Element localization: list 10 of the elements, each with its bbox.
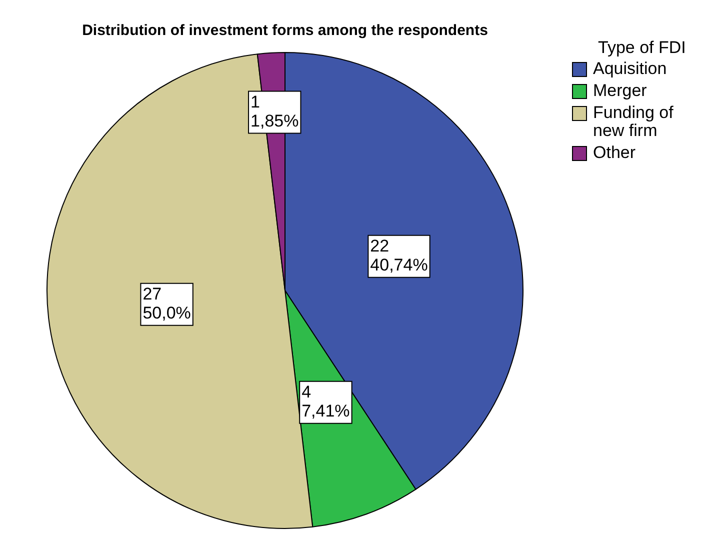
legend-label: Other [593, 143, 637, 162]
legend-label: Aquisition [593, 59, 668, 78]
data-label: 4 7,41% [302, 382, 350, 421]
data-label: 1 1,85% [250, 92, 299, 130]
legend-title: Type of FDI [598, 38, 687, 58]
legend-label: Funding of new firm [593, 103, 674, 140]
chart-title: Distribution of investment forms among the respondents [82, 22, 488, 40]
data-label: 22 40,74% [370, 236, 428, 275]
data-label: 27 50,0% [142, 284, 191, 323]
legend-label: Merger [593, 81, 648, 100]
